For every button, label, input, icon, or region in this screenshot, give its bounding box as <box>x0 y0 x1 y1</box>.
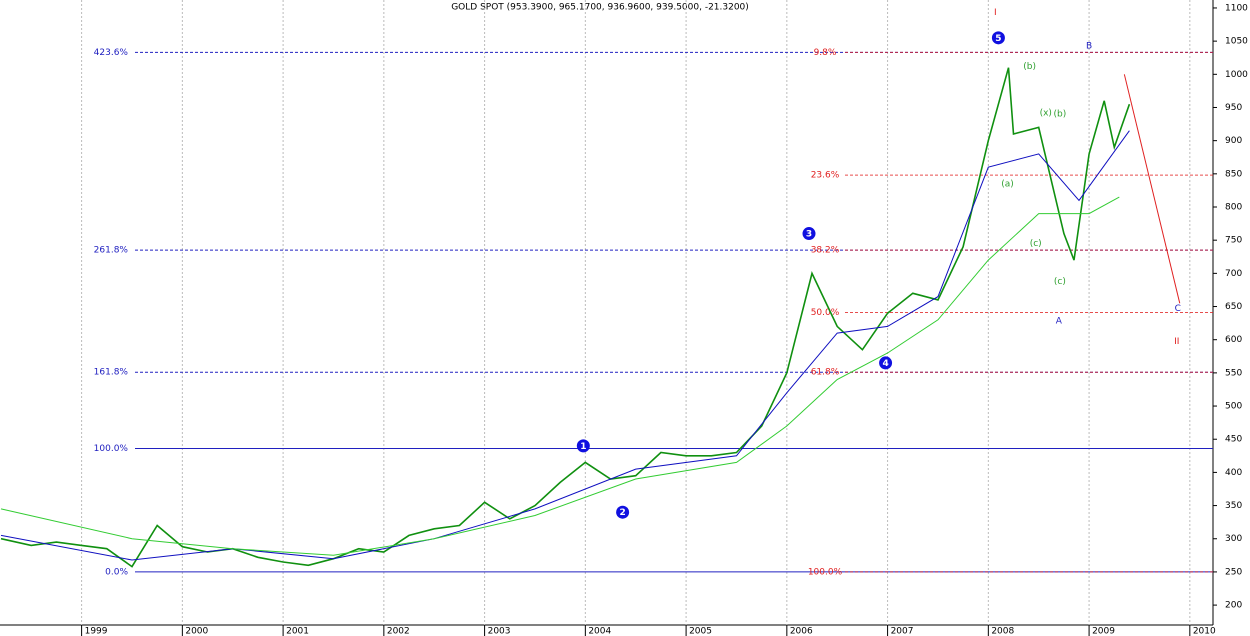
x-tick-label: 2007 <box>891 627 914 636</box>
wave-label: 5 <box>995 34 1001 44</box>
retracement-label: 23.6% <box>811 171 840 181</box>
wave-label: 1 <box>580 442 586 452</box>
wave-label: 3 <box>806 230 812 240</box>
y-tick-label: 750 <box>1225 236 1242 246</box>
wave-label: (b) <box>1023 62 1036 72</box>
x-tick-label: 2009 <box>1092 627 1115 636</box>
wave-label: (x) <box>1040 108 1052 118</box>
y-tick-label: 700 <box>1225 269 1242 279</box>
y-tick-label: 450 <box>1225 435 1242 445</box>
x-tick-label: 2005 <box>689 627 712 636</box>
retracement-label: 38.2% <box>811 246 840 256</box>
y-tick-label: 250 <box>1225 567 1242 577</box>
y-tick-label: 1000 <box>1225 70 1248 80</box>
wave-label: (c) <box>1054 277 1066 287</box>
y-tick-label: 650 <box>1225 302 1242 312</box>
y-tick-label: 200 <box>1225 601 1242 611</box>
wave-label: (b) <box>1053 110 1066 120</box>
x-tick-label: 2001 <box>286 627 309 636</box>
y-tick-label: 350 <box>1225 501 1242 511</box>
y-tick-label: 300 <box>1225 534 1242 544</box>
wave-label: (c) <box>1030 239 1042 249</box>
fib-level-label: 100.0% <box>94 444 129 454</box>
retracement-label: 100.0% <box>808 567 843 577</box>
wave-label: I <box>994 8 997 18</box>
y-tick-label: 1100 <box>1225 3 1248 13</box>
fib-level-label: 0.0% <box>105 567 128 577</box>
x-tick-label: 1999 <box>85 627 108 636</box>
wave-circle <box>576 439 590 453</box>
retracement-label: 9.8% <box>814 48 837 58</box>
x-tick-label: 2008 <box>991 627 1014 636</box>
wave-circle <box>879 356 893 370</box>
x-tick-label: 2006 <box>790 627 813 636</box>
x-tick-label: 2010 <box>1193 627 1216 636</box>
y-tick-label: 550 <box>1225 368 1242 378</box>
y-tick-label: 500 <box>1225 402 1242 412</box>
chart-title: GOLD SPOT (953.3900, 965.1700, 936.9600,… <box>451 3 749 13</box>
y-tick-label: 400 <box>1225 468 1242 478</box>
y-tick-label: 950 <box>1225 103 1242 113</box>
fib-level-label: 261.8% <box>94 246 129 256</box>
x-tick-label: 2004 <box>588 627 611 636</box>
wave-circle <box>616 505 630 519</box>
wave-label: B <box>1086 41 1092 51</box>
wave-label: 4 <box>882 359 888 369</box>
fib-level-label: 423.6% <box>94 48 129 58</box>
y-tick-label: 900 <box>1225 136 1242 146</box>
wave-label: (a) <box>1001 179 1014 189</box>
projection <box>1123 74 1181 304</box>
wave-label: C <box>1175 304 1181 314</box>
retracement-label: 61.8% <box>811 368 840 378</box>
x-tick-label: 2003 <box>488 627 511 636</box>
wave-circle <box>802 227 816 241</box>
y-tick-label: 850 <box>1225 169 1242 179</box>
wave-label: A <box>1056 317 1063 327</box>
x-tick-label: 2000 <box>185 627 208 636</box>
y-tick-label: 600 <box>1225 335 1242 345</box>
price-line <box>0 196 1120 556</box>
y-tick-label: 1050 <box>1225 37 1248 47</box>
wave-label: 2 <box>619 508 625 518</box>
x-tick-label: 2002 <box>387 627 410 636</box>
fib-level-label: 161.8% <box>94 368 129 378</box>
price-line <box>0 130 1130 561</box>
wave-circle <box>991 31 1005 45</box>
wave-label: II <box>1174 337 1179 347</box>
retracement-label: 50.0% <box>811 308 840 318</box>
y-tick-label: 800 <box>1225 203 1242 213</box>
